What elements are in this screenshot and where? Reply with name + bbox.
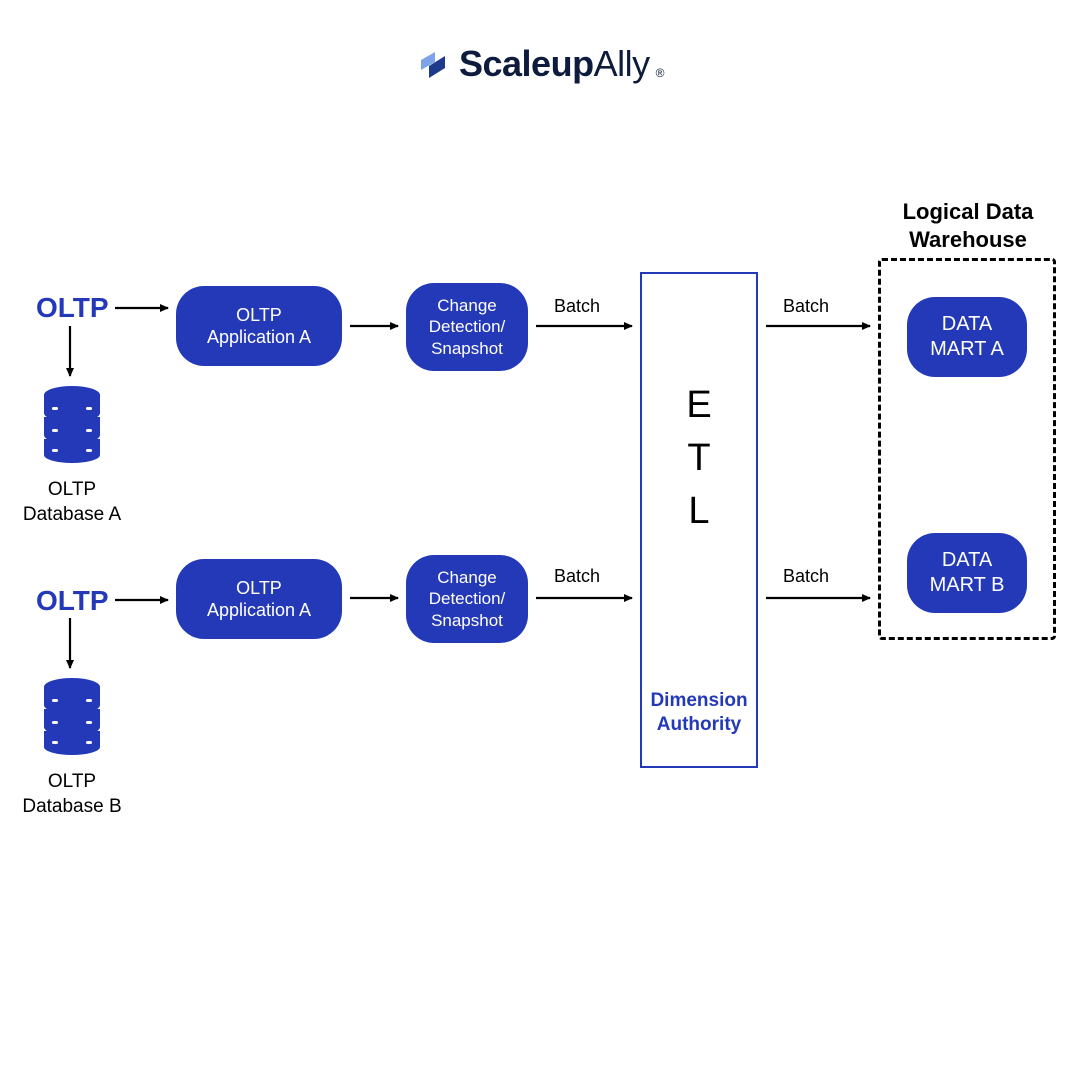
pill-line: Change	[437, 296, 497, 315]
logo-registered: ®	[656, 66, 665, 80]
oltp-app-a-2: OLTP Application A	[176, 559, 342, 639]
change-detect-2: Change Detection/ Snapshot	[406, 555, 528, 643]
warehouse-title-line1: Logical Data	[903, 199, 1034, 224]
etl-label-line1: Dimension	[650, 690, 747, 711]
db-caption-a-line2: Database A	[23, 504, 121, 525]
etl-box: E T L Dimension Authority	[640, 272, 758, 768]
warehouse-title: Logical Data Warehouse	[900, 198, 1036, 253]
pill-line: Application A	[207, 600, 311, 620]
batch-label-3: Batch	[554, 566, 600, 587]
logo-brand-light: Ally	[594, 43, 650, 84]
oltp-app-a-1: OLTP Application A	[176, 286, 342, 366]
etl-letter: E	[686, 384, 711, 427]
batch-label-2: Batch	[783, 296, 829, 317]
oltp-heading-1: OLTP	[36, 292, 109, 324]
pill-line: DATA	[942, 313, 992, 335]
pill-line: Snapshot	[431, 339, 503, 358]
data-mart-b: DATA MART B	[907, 533, 1027, 613]
database-icon-b	[40, 677, 104, 760]
etl-label: Dimension Authority	[650, 689, 747, 738]
data-mart-a: DATA MART A	[907, 297, 1027, 377]
etl-letter: L	[688, 490, 709, 533]
oltp-heading-2: OLTP	[36, 585, 109, 617]
etl-letter: T	[687, 437, 710, 480]
pill-line: Change	[437, 568, 497, 587]
pill-line: DATA	[942, 549, 992, 571]
pill-line: MART A	[930, 338, 1004, 360]
batch-label-4: Batch	[783, 566, 829, 587]
db-caption-a: OLTP Database A	[22, 478, 122, 527]
change-detect-1: Change Detection/ Snapshot	[406, 283, 528, 371]
pill-line: Detection/	[429, 317, 506, 336]
batch-label-1: Batch	[554, 296, 600, 317]
pill-line: OLTP	[236, 578, 282, 598]
logo-brand-bold: Scaleup	[459, 43, 594, 84]
etl-label-line2: Authority	[657, 714, 741, 735]
logo-text: ScaleupAlly	[459, 43, 650, 85]
db-caption-a-line1: OLTP	[48, 479, 96, 500]
pill-line: MART B	[930, 574, 1005, 596]
pill-line: OLTP	[236, 305, 282, 325]
pill-line: Application A	[207, 327, 311, 347]
database-icon-a	[40, 385, 104, 468]
db-caption-b-line2: Database B	[22, 796, 121, 817]
warehouse-title-line2: Warehouse	[909, 227, 1027, 252]
etl-letters: E T L	[686, 384, 711, 533]
db-caption-b: OLTP Database B	[22, 770, 122, 819]
db-caption-b-line1: OLTP	[48, 771, 96, 792]
logo-icon	[415, 42, 455, 86]
pill-line: Snapshot	[431, 611, 503, 630]
logo: ScaleupAlly ®	[415, 42, 664, 86]
pill-line: Detection/	[429, 589, 506, 608]
